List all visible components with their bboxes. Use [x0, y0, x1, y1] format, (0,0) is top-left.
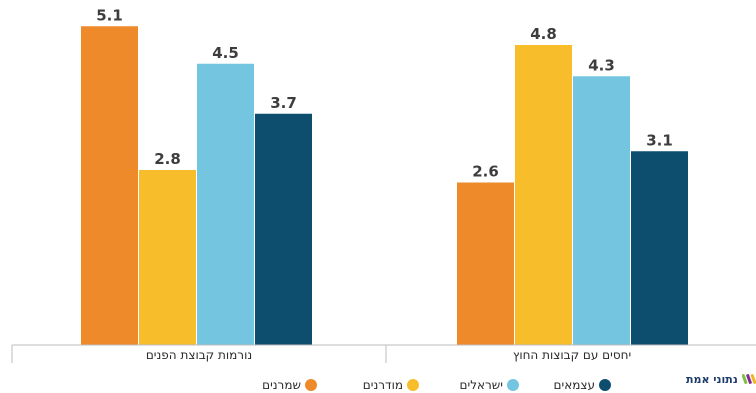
data-label: 3.7	[270, 94, 297, 112]
data-label: 2.8	[154, 150, 181, 168]
legend-label: מודרנים	[363, 378, 403, 392]
legend-swatch	[599, 379, 611, 391]
legend-swatch	[507, 379, 519, 391]
bar	[197, 63, 254, 345]
logo-stripe	[741, 374, 748, 384]
legend-swatch	[305, 379, 317, 391]
data-label: 3.1	[646, 131, 673, 149]
brand-logo: נתוני אמת	[686, 372, 756, 386]
data-label: 4.5	[212, 44, 239, 62]
category-label: נורמות קבוצת הפנים	[146, 348, 252, 362]
logo-stripe	[745, 374, 752, 384]
legend: שמרנים מודרנים ישראלים עצמאים	[262, 378, 611, 392]
data-label: 4.8	[530, 25, 557, 43]
x-axis	[11, 344, 756, 363]
legend-label: שמרנים	[262, 378, 301, 392]
legend-label: ישראלים	[460, 378, 503, 392]
data-label: 2.6	[472, 163, 499, 181]
brand-logo-icon	[741, 374, 756, 384]
data-label: 4.3	[588, 56, 615, 74]
legend-label: עצמאים	[554, 378, 595, 392]
bar	[81, 26, 138, 345]
bar	[515, 45, 572, 345]
bar	[573, 76, 630, 345]
bar	[457, 182, 514, 345]
bar	[631, 151, 688, 345]
bar	[255, 113, 312, 345]
legend-swatch	[407, 379, 419, 391]
bars	[81, 26, 688, 345]
data-label: 5.1	[96, 6, 123, 24]
category-labels: נורמות קבוצת הפנים יחסים עם קבוצות החוץ	[146, 348, 631, 362]
bar	[139, 170, 196, 345]
category-label: יחסים עם קבוצות החוץ	[513, 348, 631, 362]
logo-stripe	[750, 374, 756, 384]
data-labels: 5.1 2.8 4.5 3.7 2.6 4.8 4.3 3.1	[96, 6, 673, 180]
brand-logo-text: נתוני אמת	[686, 372, 738, 386]
